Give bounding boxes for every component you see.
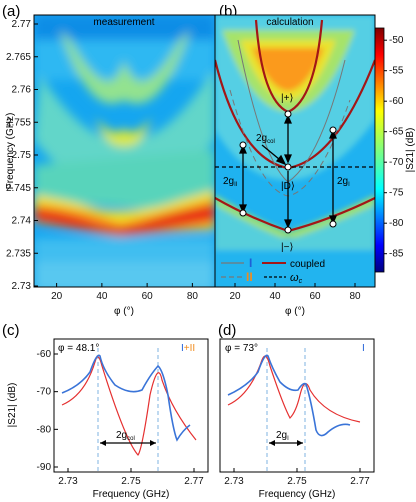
coupling-arrows [239,114,337,229]
y-tick-label: -90 [37,462,52,473]
state-markers [239,110,337,234]
c-fit-curve [61,356,197,456]
panel-a-title: measurement [93,17,154,28]
c-measured-curve [61,354,191,442]
panel-c: (c) 2gcol φ = 48.1° I+II -60 -70 -80 -90 2.… [2,322,209,500]
legend-mode-II: II [246,270,253,284]
y-tick-label: 2.755 [6,117,31,128]
d-modes-label: I [362,343,365,354]
coupling-I-label: 2gI [337,176,350,188]
x-tick-label: 2.77 [350,476,370,487]
colorbar-label: |S21| (dB) [405,128,416,173]
panel-b: (b) calculation [214,3,376,302]
d-gap-label: 2gI [276,430,289,442]
heatmap-b [215,15,375,287]
coupling-col-label: 2gcol [256,133,275,145]
x-axis-d-title: Frequency (GHz) [259,489,336,500]
colorbar: -50 -55 -60 -65 -70 -75 -80 -85 |S21| (dB) [374,27,416,273]
x-axis-d: 2.73 2.75 2.77 [224,468,370,487]
x-tick-label: 60 [142,291,154,302]
state-dark-label: |D⟩ [281,181,295,192]
legend-mode-I: I [249,256,252,270]
colorbar-tick-label: -70 [389,157,404,168]
y-tick-label: -60 [37,349,52,360]
y-tick-label: 2.74 [12,216,32,227]
y-axis-a: 2.77 2.765 2.76 2.755 2.75 2.745 2.74 2.735 2.73 [6,19,38,292]
d-fit-curve [227,355,361,423]
y-tick-label: 2.73 [12,281,32,292]
colorbar-tick-label: -65 [389,127,404,138]
state-minus-label: |−⟩ [281,242,293,253]
coupling-II-label: 2gII [223,176,238,188]
panel-c-label: (c) [2,322,20,339]
colorbar-tick-label: -80 [389,218,404,229]
x-tick-label: 2.77 [184,476,204,487]
panel-c-frame [53,338,209,473]
y-tick-label: 2.76 [12,85,32,96]
y-tick-label: -70 [37,387,52,398]
legend-omega-c: ωc [290,272,303,285]
x-tick-label: 2.73 [58,476,78,487]
c-gap-label: 2gcol [116,430,135,442]
x-axis-a: 20 40 60 80 [51,283,198,302]
panel-d-label: (d) [218,322,236,339]
legend-coupled: coupled [290,259,325,270]
x-axis-b-title: φ (°) [285,306,305,317]
x-axis-c: 2.73 2.75 2.77 [58,468,204,487]
x-tick-label: 2.73 [224,476,244,487]
heatmap-a [34,15,215,287]
x-tick-label: 40 [269,291,281,302]
panel-a-label: (a) [2,3,20,20]
c-phi-label: φ = 48.1° [58,343,99,354]
colorbar-tick-label: -60 [389,96,404,107]
x-axis-b: 20 40 60 80 [229,283,361,302]
colorbar-tick-label: -85 [389,249,404,260]
panel-a: (a) measurement 2.772.7652.762.7552.752.… [2,3,216,302]
panel-b-title: calculation [266,17,313,28]
x-tick-label: 80 [187,291,199,302]
colorbar-tick-label: -50 [389,35,404,46]
colorbar-ticks: -50 -55 -60 -65 -70 -75 -80 -85 [384,35,404,260]
y-tick-label: 2.77 [12,19,32,30]
y-axis-a-title: Frequency (GHz) [5,113,16,190]
colorbar-tick-label: -55 [389,66,404,77]
x-tick-label: 60 [309,291,321,302]
x-tick-label: 80 [349,291,361,302]
y-tick-label: 2.75 [12,150,32,161]
x-tick-label: 20 [229,291,241,302]
y-tick-label: 2.765 [6,52,31,63]
x-axis-a-title: φ (°) [114,306,134,317]
x-axis-c-title: Frequency (GHz) [93,489,170,500]
legend-b: I coupled II ωc [221,256,325,285]
x-tick-label: 20 [51,291,63,302]
d-phi-label: φ = 73° [225,343,258,354]
c-modes-label: I+II [181,343,195,354]
colorbar-tick-label: -75 [389,188,404,199]
y-tick-label: 2.745 [6,183,31,194]
x-tick-label: 2.75 [121,476,141,487]
d-measured-curve [227,354,351,437]
panel-d: (d) 2gI φ = 73° I 2.73 2.75 2.77 Frequency… [218,322,375,500]
y-tick-label: -80 [37,424,52,435]
y-axis-c-title: |S21| (dB) [7,383,18,428]
state-plus-label: |+⟩ [281,93,293,104]
colorbar-gradient [374,27,385,273]
y-axis-c: -60 -70 -80 -90 [37,349,58,473]
x-tick-label: 40 [96,291,108,302]
x-tick-label: 2.75 [287,476,307,487]
y-tick-label: 2.735 [6,248,31,259]
